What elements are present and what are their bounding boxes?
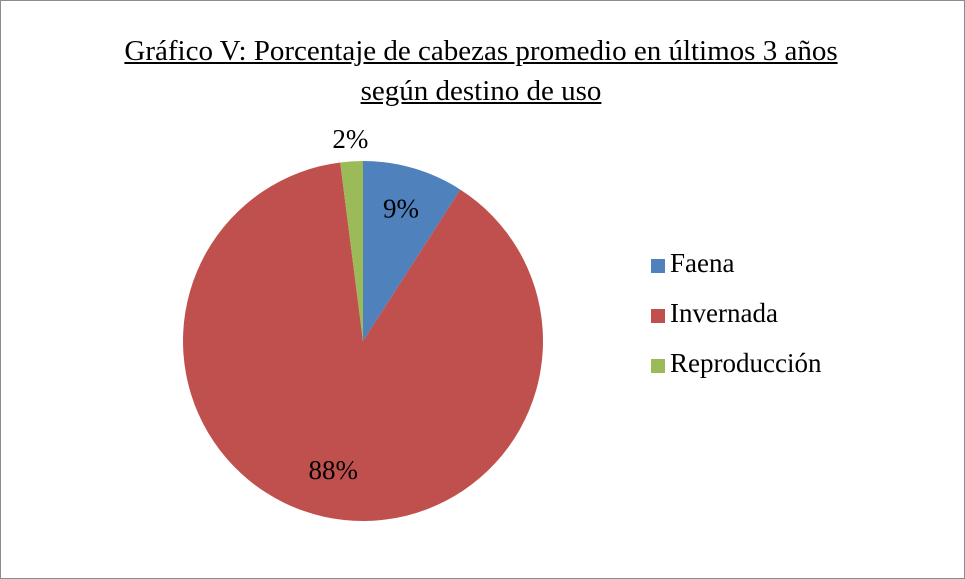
pie-slice: [363, 161, 461, 341]
chart-title: Gráfico V: Porcentaje de cabezas promedi…: [124, 35, 838, 107]
legend-label: Reproducción: [670, 348, 822, 378]
legend-label: Invernada: [670, 298, 778, 328]
pie-slice: [340, 161, 363, 341]
legend-swatch: [651, 359, 665, 373]
data-label: 88%: [309, 455, 359, 485]
legend-swatch: [651, 259, 665, 273]
legend-swatch: [651, 309, 665, 323]
legend-label: Faena: [670, 248, 734, 278]
pie-slice: [182, 162, 544, 522]
data-label: 2%: [332, 124, 368, 154]
data-label: 9%: [383, 194, 419, 224]
